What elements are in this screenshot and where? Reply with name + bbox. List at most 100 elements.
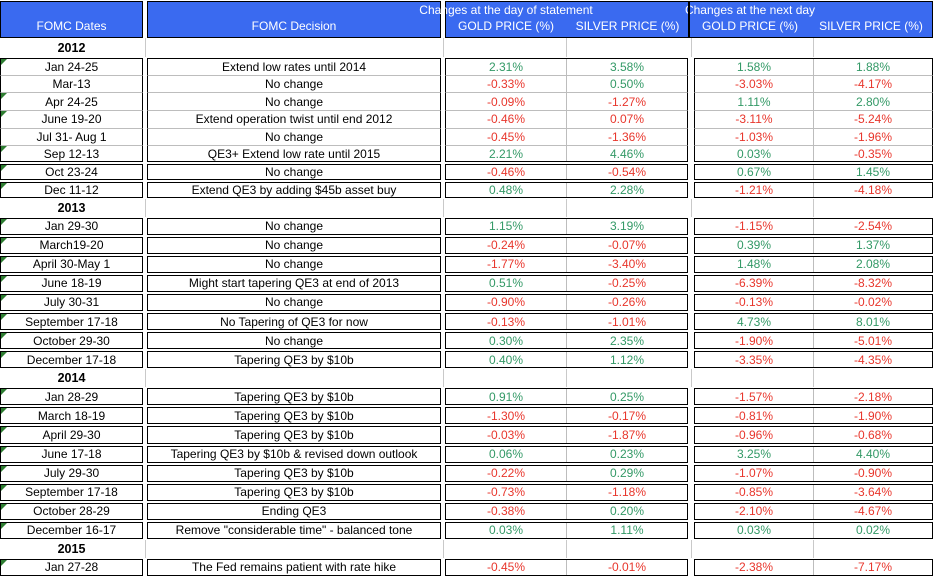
empty-cell[interactable] bbox=[567, 540, 688, 558]
fomc-date-cell[interactable]: Jan 24-25 bbox=[0, 58, 143, 75]
empty-cell[interactable] bbox=[445, 38, 567, 57]
gold-price-cell[interactable]: 0.30% bbox=[446, 333, 567, 349]
empty-cell[interactable] bbox=[445, 540, 567, 558]
silver-price-cell[interactable]: 8.01% bbox=[855, 314, 891, 329]
gold-price-cell[interactable]: -0.81% bbox=[695, 408, 814, 424]
gold-price-cell[interactable]: 0.67% bbox=[695, 165, 814, 179]
fomc-date-cell[interactable]: Jan 29-30 bbox=[0, 217, 143, 235]
fomc-date-cell[interactable]: October 28-29 bbox=[0, 502, 143, 520]
gold-next-column-header[interactable]: GOLD PRICE (%) bbox=[701, 18, 798, 33]
fomc-decision-cell[interactable]: Ending QE3 bbox=[147, 502, 441, 520]
empty-cell[interactable] bbox=[694, 369, 814, 388]
silver-price-cell[interactable]: 2.35% bbox=[609, 333, 645, 348]
gold-price-cell[interactable]: -0.85% bbox=[695, 484, 814, 500]
gold-price-cell[interactable]: -0.03% bbox=[446, 427, 567, 443]
fomc-decision-cell[interactable]: The Fed remains patient with rate hike bbox=[147, 559, 441, 576]
fomc-date-cell[interactable]: December 16-17 bbox=[0, 521, 143, 539]
empty-cell[interactable] bbox=[147, 199, 441, 217]
silver-price-cell[interactable]: -2.54% bbox=[853, 219, 893, 234]
silver-price-cell[interactable]: -7.17% bbox=[853, 560, 893, 575]
gold-price-cell[interactable]: -1.57% bbox=[695, 389, 814, 405]
silver-price-cell[interactable]: -3.64% bbox=[853, 485, 893, 500]
empty-cell[interactable] bbox=[445, 198, 567, 217]
empty-cell[interactable] bbox=[694, 198, 814, 217]
fomc-decision-cell[interactable]: No change bbox=[147, 127, 441, 146]
fomc-decision-cell[interactable]: Tapering QE3 by $10b bbox=[147, 388, 441, 406]
silver-price-cell[interactable]: -2.18% bbox=[853, 389, 893, 404]
gold-price-cell[interactable]: 3.25% bbox=[695, 446, 814, 462]
fomc-date-cell[interactable]: July 30-31 bbox=[0, 293, 143, 311]
empty-cell[interactable] bbox=[694, 540, 814, 558]
fomc-decision-cell[interactable]: Tapering QE3 by $10b bbox=[147, 407, 441, 425]
fomc-date-cell[interactable]: June 19-20 bbox=[0, 110, 143, 128]
fomc-date-cell[interactable]: July 29-30 bbox=[0, 464, 143, 482]
fomc-date-cell[interactable]: September 17-18 bbox=[0, 312, 143, 331]
silver-price-cell[interactable]: 1.11% bbox=[610, 523, 644, 538]
year-cell[interactable]: 2015 bbox=[57, 542, 86, 556]
fomc-decision-cell[interactable]: QE3+ Extend low rate until 2015 bbox=[147, 145, 441, 163]
year-cell[interactable]: 2014 bbox=[57, 371, 86, 386]
fomc-decision-cell[interactable]: No Tapering of QE3 for now bbox=[147, 312, 441, 331]
fomc-decision-cell[interactable]: No change bbox=[147, 217, 441, 235]
silver-price-cell[interactable]: -4.17% bbox=[853, 77, 893, 92]
silver-price-cell[interactable]: -0.68% bbox=[853, 427, 893, 442]
fomc-date-cell[interactable]: June 18-19 bbox=[0, 274, 143, 292]
fomc-date-cell[interactable]: March 18-19 bbox=[0, 407, 143, 425]
gold-price-cell[interactable]: -0.73% bbox=[446, 484, 567, 500]
fomc-decision-cell[interactable]: Tapering QE3 by $10b bbox=[147, 351, 441, 369]
gold-price-cell[interactable]: 0.91% bbox=[446, 389, 567, 405]
gold-price-cell[interactable]: -1.07% bbox=[695, 465, 814, 481]
gold-price-cell[interactable]: -0.45% bbox=[446, 128, 567, 146]
silver-price-cell[interactable]: 2.08% bbox=[855, 257, 891, 272]
silver-price-cell[interactable]: 0.25% bbox=[609, 389, 645, 404]
gold-price-cell[interactable]: -0.22% bbox=[446, 465, 567, 481]
empty-cell[interactable] bbox=[814, 540, 933, 558]
fomc-decision-cell[interactable]: Tapering QE3 by $10b & revised down outl… bbox=[147, 445, 441, 463]
fomc-date-cell[interactable]: Apr 24-25 bbox=[0, 92, 143, 111]
silver-price-cell[interactable]: 1.45% bbox=[855, 164, 891, 179]
silver-day-column-header[interactable]: SILVER PRICE (%) bbox=[575, 18, 680, 33]
gold-price-cell[interactable]: 1.11% bbox=[695, 93, 814, 111]
fomc-decision-cell[interactable]: No change bbox=[147, 293, 441, 311]
gold-price-cell[interactable]: -0.45% bbox=[446, 560, 567, 575]
silver-price-cell[interactable]: 1.37% bbox=[855, 238, 891, 253]
fomc-date-cell[interactable]: March19-20 bbox=[0, 236, 143, 254]
fomc-date-cell[interactable]: Mar-13 bbox=[0, 74, 143, 93]
silver-price-cell[interactable]: 0.23% bbox=[609, 447, 645, 462]
gold-price-cell[interactable]: 1.15% bbox=[446, 218, 567, 234]
gold-price-cell[interactable]: -0.38% bbox=[446, 503, 567, 519]
empty-cell[interactable] bbox=[567, 369, 688, 387]
silver-price-cell[interactable]: 0.07% bbox=[609, 112, 645, 127]
header-cell-price-changes[interactable]: Changes at the day of statement Changes … bbox=[419, 1, 933, 38]
silver-price-cell[interactable]: -4.67% bbox=[853, 504, 893, 519]
empty-cell[interactable] bbox=[567, 199, 688, 217]
gold-price-cell[interactable]: -1.77% bbox=[446, 256, 567, 272]
gold-price-cell[interactable]: -3.11% bbox=[695, 111, 814, 128]
gold-price-cell[interactable]: 0.51% bbox=[446, 275, 567, 291]
silver-price-cell[interactable]: -0.02% bbox=[853, 295, 893, 310]
silver-price-cell[interactable]: -1.01% bbox=[607, 314, 647, 329]
fomc-date-cell[interactable]: December 17-18 bbox=[0, 351, 143, 369]
header-cell-fomc-decision[interactable]: FOMC Decision bbox=[147, 1, 441, 38]
fomc-decision-cell[interactable]: Tapering QE3 by $10b bbox=[147, 464, 441, 482]
silver-price-cell[interactable]: -5.01% bbox=[853, 333, 893, 348]
silver-price-cell[interactable]: -3.40% bbox=[607, 257, 647, 272]
fomc-date-cell[interactable]: June 17-18 bbox=[0, 445, 143, 463]
fomc-date-cell[interactable]: Jul 31- Aug 1 bbox=[0, 127, 143, 146]
silver-price-cell[interactable]: -1.27% bbox=[607, 94, 647, 109]
gold-price-cell[interactable]: -3.03% bbox=[695, 75, 814, 93]
gold-price-cell[interactable]: -0.33% bbox=[446, 75, 567, 93]
fomc-decision-cell[interactable]: Remove "considerable time" - balanced to… bbox=[147, 521, 441, 539]
fomc-decision-cell[interactable]: Extend QE3 by adding $45b asset buy bbox=[147, 181, 441, 198]
empty-cell[interactable] bbox=[445, 369, 567, 388]
silver-price-cell[interactable]: 2.80% bbox=[855, 94, 891, 109]
gold-price-cell[interactable]: 0.40% bbox=[446, 352, 567, 368]
gold-price-cell[interactable]: -1.90% bbox=[695, 333, 814, 349]
empty-cell[interactable] bbox=[694, 38, 814, 57]
fomc-decision-cell[interactable]: No change bbox=[147, 92, 441, 111]
fomc-date-cell[interactable]: Sep 12-13 bbox=[0, 145, 143, 163]
empty-cell[interactable] bbox=[567, 38, 688, 57]
gold-price-cell[interactable]: -0.90% bbox=[446, 294, 567, 310]
fomc-decision-cell[interactable]: No change bbox=[147, 74, 441, 93]
gold-price-cell[interactable]: 0.03% bbox=[695, 522, 814, 538]
